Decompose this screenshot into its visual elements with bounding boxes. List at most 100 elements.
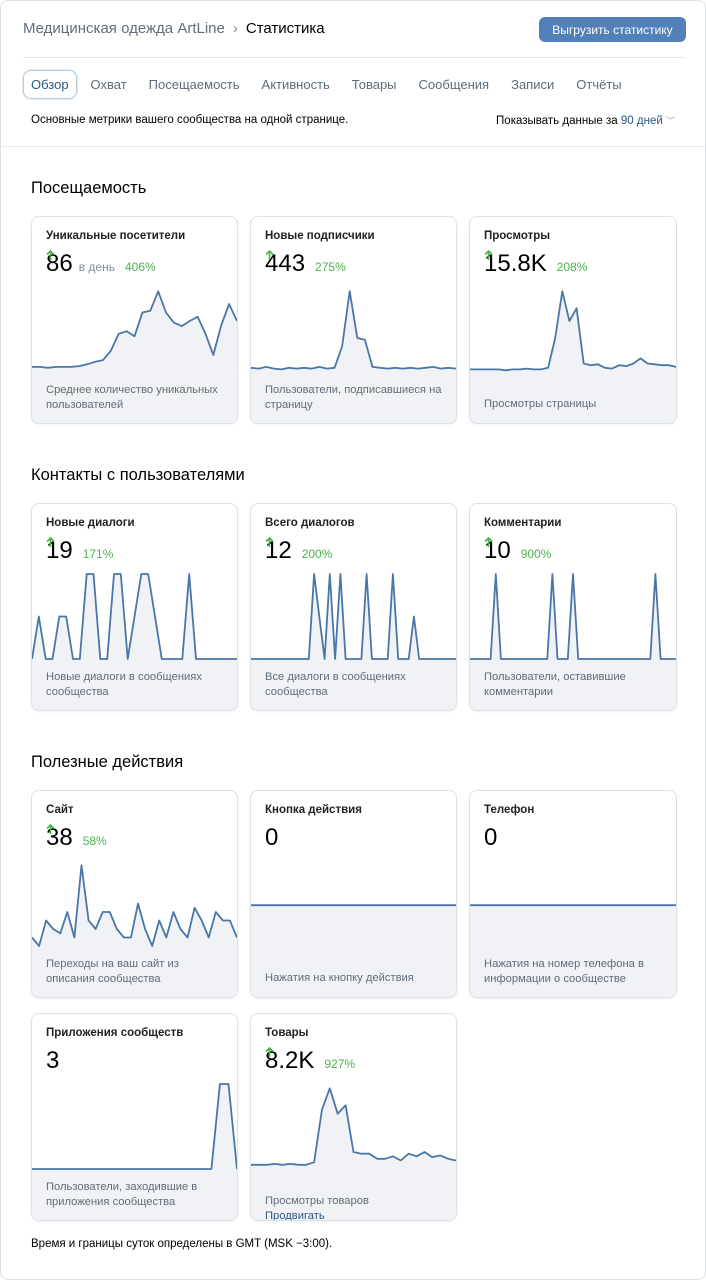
stat-card[interactable]: Товары 8.2K 927% Просмотры товаров Продвигат… — [250, 1013, 457, 1221]
stat-card[interactable]: Телефон 0 Нажатия на номер телефона в инфо… — [469, 790, 677, 998]
stat-card[interactable]: Приложения сообществ 3 Пользователи, заход… — [31, 1013, 238, 1221]
card-change-value: 58% — [82, 834, 107, 848]
sparkline-line — [32, 573, 237, 660]
sparkline-area — [32, 1084, 237, 1220]
up-arrow — [46, 824, 55, 834]
card-grid: Новые диалоги 19 171% Новые диалоги в сообщ… — [31, 503, 679, 711]
card-value-row: 8.2K 927% — [265, 1047, 355, 1075]
card-description-text: Просмотры страницы — [484, 398, 597, 410]
stat-card[interactable]: Сайт 38 58% Переходы на ваш сайт из описани… — [31, 790, 238, 998]
footer-note: Время и границы суток определены в GMT (… — [31, 1238, 333, 1250]
up-arrow — [265, 1047, 274, 1057]
card-title: Товары — [265, 1027, 309, 1039]
tab[interactable]: Охват — [90, 77, 127, 92]
card-grid: Уникальные посетители 86 в день 406% Среднее… — [31, 216, 679, 424]
stat-card[interactable]: Просмотры 15.8K 208% Просмотры страницы — [469, 216, 677, 424]
card-description-text: Среднее количество уникальных пользовате… — [46, 384, 218, 411]
tab[interactable]: Обзор — [23, 70, 77, 99]
card-change: 927% — [265, 1047, 355, 1071]
card-change-value: 171% — [82, 547, 114, 561]
tab[interactable]: Отчёты — [576, 77, 622, 92]
card-title: Просмотры — [484, 230, 551, 242]
export-button[interactable]: Выгрузить статистику — [539, 17, 686, 42]
card-value-row: 0 — [265, 824, 278, 852]
up-arrow — [484, 250, 493, 260]
sparkline — [470, 573, 676, 710]
sparkline-area — [470, 291, 676, 423]
sparkline — [251, 904, 456, 997]
period-select[interactable]: Показывать данные за 90 дней ﹀ — [496, 115, 675, 127]
sparkline-line — [251, 1087, 456, 1166]
stat-card[interactable]: Новые подписчики 443 275% Пользователи, под… — [250, 216, 457, 424]
card-title: Сайт — [46, 804, 74, 816]
card-description-text: Пользователи, подписавшиеся на страницу — [265, 384, 442, 411]
section: Посещаемость Уникальные посетители 86 в ден… — [31, 178, 679, 424]
card-grid: Сайт 38 58% Переходы на ваш сайт из описани… — [31, 790, 679, 1221]
card-unit: в день — [78, 260, 115, 274]
stat-card[interactable]: Всего диалогов 12 200% Все диалоги в сообще… — [250, 503, 457, 711]
sparkline — [32, 1083, 237, 1220]
sparkline-area — [251, 574, 456, 710]
sparkline-line — [251, 290, 456, 371]
card-value-row: 86 в день 406% — [46, 250, 156, 278]
tab[interactable]: Активность — [261, 77, 330, 92]
sparkline-area — [32, 574, 237, 710]
card-change-value: 208% — [556, 260, 588, 274]
period-label: Показывать данные за — [496, 115, 618, 127]
stat-card[interactable]: Комментарии 10 900% Пользователи, оставивши… — [469, 503, 677, 711]
card-value-row: 0 — [484, 824, 497, 852]
sparkline-line — [32, 864, 237, 947]
tab[interactable]: Посещаемость — [148, 77, 240, 92]
sparkline — [251, 573, 456, 710]
stat-card[interactable]: Уникальные посетители 86 в день 406% Среднее… — [31, 216, 238, 424]
sparkline-line — [470, 573, 676, 660]
sparkline-area — [251, 905, 456, 997]
breadcrumb-link[interactable]: Медицинская одежда ArtLine — [23, 20, 225, 37]
period-value[interactable]: 90 дней — [620, 115, 663, 127]
card-value-row: 19 171% — [46, 537, 113, 565]
tab[interactable]: Сообщения — [418, 77, 490, 92]
stat-card[interactable]: Новые диалоги 19 171% Новые диалоги в сообщ… — [31, 503, 238, 711]
card-description-text: Пользователи, оставившие комментарии — [484, 671, 626, 698]
card-link[interactable]: Продвигать — [265, 1210, 325, 1221]
breadcrumb: Медицинская одежда ArtLine › Статистика — [23, 20, 325, 37]
card-description: Просмотры товаров Продвигать — [265, 1194, 446, 1221]
card-value-row: 10 900% — [484, 537, 551, 565]
card-description: Все диалоги в сообщениях сообщества — [265, 670, 446, 700]
card-change-value: 200% — [301, 547, 333, 561]
tab[interactable]: Товары — [351, 77, 397, 92]
description: Основные метрики вашего сообщества на од… — [31, 114, 349, 126]
card-change: 58% — [46, 824, 107, 848]
stat-card[interactable]: Кнопка действия 0 Нажатия на кнопку действ… — [250, 790, 457, 998]
card-value-row: 38 58% — [46, 824, 107, 852]
card-value: 0 — [484, 824, 498, 851]
card-change-value: 900% — [520, 547, 552, 561]
card-value: 443 — [265, 250, 306, 277]
card-change-value: 275% — [315, 260, 346, 274]
card-change: 406% — [46, 250, 156, 274]
tab[interactable]: Записи — [511, 77, 555, 92]
card-value: 0 — [265, 824, 279, 851]
card-description: Нажатия на номер телефона в информации о… — [484, 957, 666, 987]
sparkline-line — [32, 290, 237, 369]
sparkline-line — [251, 573, 456, 660]
card-description-text: Просмотры товаров — [265, 1195, 369, 1207]
sparkline-area — [32, 865, 237, 997]
section-title: Посещаемость — [31, 179, 147, 197]
sparkline — [32, 573, 237, 710]
section: Контакты с пользователями Новые диалоги 19… — [31, 465, 679, 711]
main: Посещаемость Уникальные посетители 86 в ден… — [31, 148, 679, 1250]
sparkline — [32, 864, 237, 997]
up-arrow — [46, 250, 55, 260]
card-title: Новые диалоги — [46, 517, 135, 529]
card-description: Нажатия на кнопку действия — [265, 971, 446, 986]
sparkline — [251, 290, 456, 423]
card-description: Пользователи, заходившие в приложения со… — [46, 1180, 227, 1210]
up-arrow — [484, 537, 493, 547]
sparkline-area — [470, 905, 676, 997]
card-title: Всего диалогов — [265, 517, 355, 529]
card-value-row: 12 200% — [265, 537, 332, 565]
card-value-row: 443 275% — [265, 250, 346, 278]
sparkline-line — [32, 1083, 237, 1170]
card-description-text: Пользователи, заходившие в приложения со… — [46, 1181, 198, 1208]
